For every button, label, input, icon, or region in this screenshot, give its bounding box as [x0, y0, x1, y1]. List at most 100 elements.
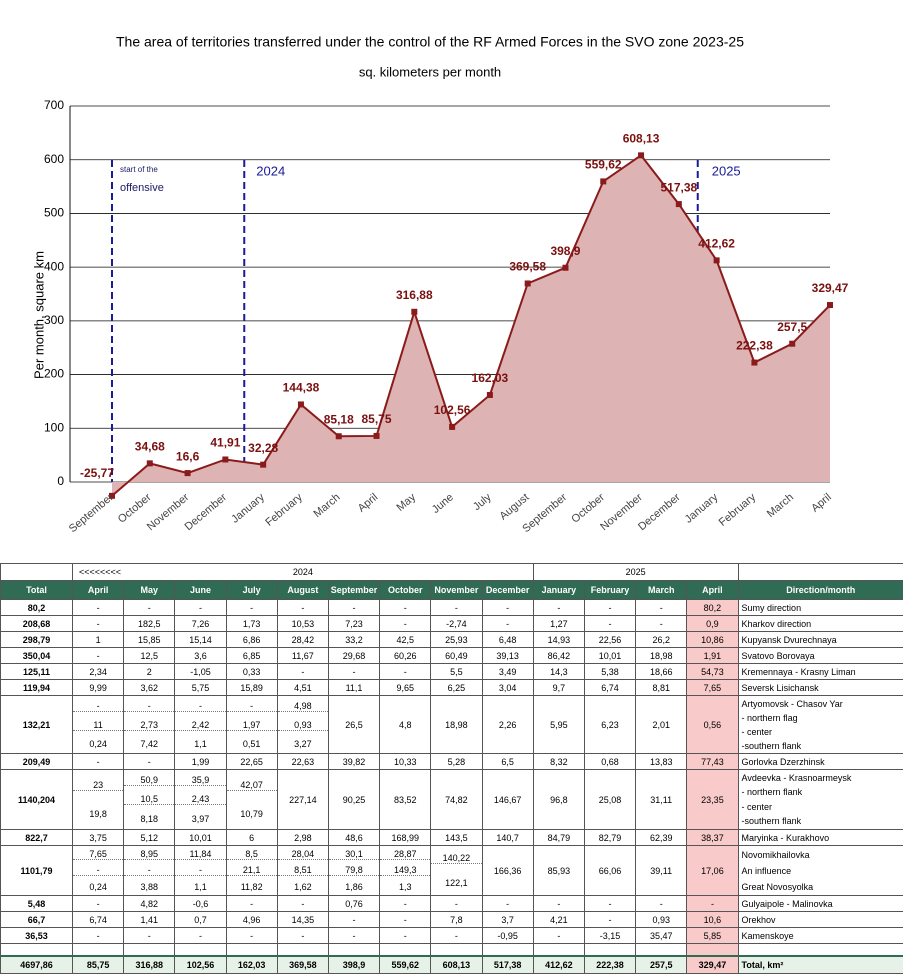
y-axis-label: Per month, square km — [31, 251, 46, 379]
table-row: 350,04-12,5 3,6 6,85 11,67 29,68 60,26 60,49 39… — [0, 647, 903, 664]
y-tick-label: 600 — [44, 152, 64, 166]
cell: - 11 0,24 — [71, 695, 125, 754]
annotation: 2024 — [256, 163, 285, 178]
y-tick-label: 700 — [44, 98, 64, 112]
cell-stack: 30,1 79,8 1,86 — [329, 847, 379, 895]
cell: 29,68 — [327, 647, 381, 664]
cell: - — [174, 599, 227, 616]
table-row: 132,21-11 0,24-2,73 7,42-2,42 1,1-1,97 0,51 4… — [0, 695, 903, 754]
sub-cell: 1,1 — [194, 738, 207, 749]
cell: 80,2 — [0, 599, 73, 616]
cell — [481, 943, 534, 956]
cell: 209,49 — [0, 753, 73, 770]
cell: 23 19,8 — [71, 769, 125, 830]
cell: 11,84 - 1,1 — [174, 845, 227, 896]
sub-cell: - center — [741, 801, 773, 812]
table-row: 80,2- - - - - - - - - - - -80,2 Sumy direction — [0, 599, 903, 616]
sub-cell: 21,1 — [227, 865, 277, 877]
sub-cell: 50,9 — [124, 775, 174, 786]
cell: 1140,204 — [0, 769, 73, 830]
cell: - 2,42 1,1 — [174, 695, 227, 754]
cell: - — [583, 895, 637, 912]
marker — [524, 280, 531, 287]
cell: -0,6 — [174, 895, 227, 912]
x-tick-label: August — [498, 491, 532, 522]
cell-stack: 35,9 2,43 3,97 — [175, 771, 226, 829]
cell-stack: 50,9 10,5 8,18 — [124, 771, 174, 829]
sub-cell: Great Novosyolka — [741, 881, 814, 892]
sub-cell: 10,5 — [124, 794, 174, 806]
cell: - — [327, 663, 381, 680]
table-row: 822,7 3,75 5,12 10,01 6 2,98 48,6 168,99 143,5 14… — [0, 829, 903, 846]
data-label: -25,77 — [80, 466, 114, 480]
cell: 28,04 8,51 1,62 — [276, 845, 329, 896]
cell: 60,26 — [379, 647, 432, 664]
data-label: 162,03 — [472, 371, 509, 385]
sub-cell: 8,51 — [278, 865, 328, 877]
y-tick-label: 100 — [44, 420, 64, 434]
cell: 0,33 — [225, 663, 278, 680]
cell: 2 — [123, 663, 176, 680]
cell: 10,53 — [276, 615, 329, 632]
cell: 1,41 — [123, 911, 176, 928]
cell: 5,95 — [532, 695, 585, 754]
cell: 4,96 — [225, 911, 278, 928]
sub-cell: 3,27 — [294, 738, 312, 749]
cell: 2025 — [532, 563, 739, 581]
y-tick-label: 400 — [44, 259, 64, 273]
cell — [430, 943, 483, 956]
total-cell: 398,9 — [327, 954, 381, 974]
sub-cell: 2,42 — [175, 720, 226, 731]
x-tick-label: April — [809, 491, 834, 514]
cell: 39,13 — [481, 647, 534, 664]
cell: 6,23 — [583, 695, 637, 754]
cell: 22,65 — [225, 753, 278, 770]
cell: 6,74 — [71, 911, 125, 928]
total-cell: 257,5 — [635, 954, 688, 974]
cell: 22,56 — [583, 631, 637, 648]
cell — [0, 943, 73, 956]
sub-cell: 3,88 — [140, 881, 159, 892]
cell — [327, 943, 381, 956]
cell: 14,35 — [276, 911, 329, 928]
cell: 1,73 — [225, 615, 278, 632]
data-label: 32,28 — [248, 441, 278, 455]
cell — [0, 563, 73, 581]
cell: 35,9 2,43 3,97 — [174, 769, 227, 830]
cell-stack: 8,5 21,1 11,82 — [227, 847, 277, 895]
sub-cell: 10,79 — [240, 809, 263, 820]
cell: - — [276, 895, 329, 912]
total-cell: 85,75 — [71, 954, 125, 974]
data-label: 316,88 — [396, 288, 433, 302]
annotation: start of the — [120, 165, 158, 174]
cell: 38,37 — [686, 829, 739, 846]
marker — [260, 461, 267, 468]
cell: Orekhov — [737, 911, 903, 928]
cell: 33,2 — [327, 631, 381, 648]
sub-cell: 149,3 — [380, 865, 430, 877]
cell-stack: 8,95 - 3,88 — [124, 847, 174, 895]
cell: 39,82 — [327, 753, 381, 770]
cell: 208,68 — [0, 615, 73, 632]
marker — [146, 460, 153, 467]
cell: - — [71, 753, 125, 770]
cell — [737, 943, 903, 956]
cell: 39,11 — [635, 845, 688, 896]
cell: 74,82 — [430, 769, 483, 830]
cell: - — [583, 911, 637, 928]
chart-title: The area of territories transferred unde… — [116, 34, 744, 50]
sub-cell: 8,18 — [140, 814, 159, 825]
cell: 9,7 — [532, 679, 585, 696]
cell — [737, 563, 903, 581]
total-cell: 222,38 — [583, 954, 637, 974]
data-label: 85,18 — [324, 412, 354, 426]
cell: Kamenskoye — [737, 927, 903, 944]
cell: 298,79 — [0, 631, 73, 648]
cell: -0,95 — [481, 927, 534, 944]
cell: 5,38 — [583, 663, 637, 680]
cell — [276, 943, 329, 956]
data-table: <<<<<<<< 2024 2025 Total April May June July Aug… — [0, 563, 903, 974]
cell: 50,9 10,5 8,18 — [123, 769, 176, 830]
cell: 1,99 — [174, 753, 227, 770]
cell: - — [635, 599, 688, 616]
